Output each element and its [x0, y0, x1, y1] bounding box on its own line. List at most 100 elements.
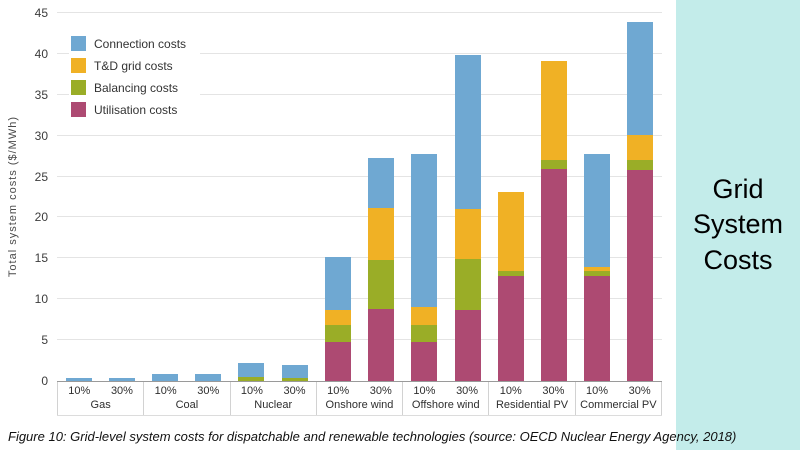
legend-label: T&D grid costs [94, 58, 173, 73]
sidebar-title: Grid System Costs [692, 173, 784, 275]
bar-segment [540, 169, 567, 381]
stacked-bar [368, 157, 395, 381]
y-tick-label: 20 [34, 210, 48, 225]
stacked-bar [584, 153, 611, 381]
bar-segment [497, 192, 524, 271]
legend-item: Balancing costs [71, 80, 186, 95]
legend-item: Utilisation costs [71, 102, 186, 117]
legend-swatch-icon [71, 36, 86, 51]
stacked-bar [108, 377, 135, 381]
penetration-label: 10% [68, 385, 91, 397]
gridline [57, 216, 662, 218]
penetration-label: 30% [110, 385, 133, 397]
y-tick-label: 40 [34, 46, 48, 61]
stacked-bar [324, 256, 351, 381]
y-tick-label: 30 [34, 128, 48, 143]
stacked-bar [152, 373, 179, 381]
x-axis-group: 10% 30% Coal [144, 382, 231, 415]
y-tick-label: 25 [34, 169, 48, 184]
penetration-label: 10% [240, 385, 263, 397]
bar-slot [230, 13, 273, 381]
gridline [57, 257, 662, 259]
y-tick-label: 0 [41, 374, 48, 388]
bar-group [316, 13, 402, 381]
stacked-bar [411, 153, 438, 381]
bar-segment [454, 209, 481, 260]
bar-segment [281, 377, 308, 381]
bar-segment [584, 275, 611, 381]
gridline [57, 12, 662, 13]
gridline [57, 134, 662, 136]
bar-segment [281, 364, 308, 378]
bar-segment [324, 324, 351, 342]
y-tick-label: 10 [34, 292, 48, 307]
y-tick-label: 45 [34, 6, 48, 20]
bar-segment [411, 341, 438, 381]
bar-segment [497, 275, 524, 381]
bar-segment [324, 256, 351, 310]
x-axis-group: 10% 30% Offshore wind [403, 382, 490, 415]
bar-segment [238, 376, 265, 381]
sidebar: Grid System Costs [676, 0, 800, 450]
penetration-label: 30% [628, 385, 651, 397]
pct-label-row: 10% 30% [231, 382, 316, 398]
penetration-label: 10% [327, 385, 350, 397]
figure-caption: Figure 10: Grid-level system costs for d… [8, 429, 737, 444]
bar-group [576, 13, 662, 381]
bar-segment [627, 134, 654, 161]
bar-slot [100, 13, 143, 381]
gridline [57, 175, 662, 177]
legend-swatch-icon [71, 58, 86, 73]
bar-segment [368, 309, 395, 381]
penetration-label: 10% [154, 385, 177, 397]
technology-label: Commercial PV [580, 399, 657, 411]
bar-slot [576, 13, 619, 381]
grid-costs-figure: Total system costs ($/MWh) Connection co… [2, 6, 737, 444]
y-axis-title-wrap: Total system costs ($/MWh) [2, 13, 24, 381]
bar-segment [627, 170, 654, 381]
stacked-bar [281, 364, 308, 381]
x-axis-group: 10% 30% Onshore wind [317, 382, 404, 415]
x-axis-group: 10% 30% Commercial PV [576, 382, 662, 415]
bar-segment [65, 377, 92, 381]
y-tick-label: 35 [34, 87, 48, 102]
bar-segment [540, 160, 567, 170]
bar-group [403, 13, 489, 381]
penetration-label: 30% [542, 385, 565, 397]
bar-group [57, 13, 143, 381]
bar-segment [411, 306, 438, 325]
gridline [57, 339, 662, 341]
bar-segment [324, 341, 351, 381]
penetration-label: 10% [499, 385, 522, 397]
bar-segment [368, 157, 395, 209]
technology-label: Gas [90, 399, 111, 411]
penetration-label: 30% [456, 385, 479, 397]
bar-segment [584, 153, 611, 268]
bar-segment [540, 61, 567, 161]
bar-group [143, 13, 229, 381]
bar-segment [627, 21, 654, 135]
penetration-label: 30% [283, 385, 306, 397]
legend-item: T&D grid costs [71, 58, 186, 73]
penetration-label: 30% [197, 385, 220, 397]
gridline [57, 93, 662, 95]
y-tick-label: 5 [41, 333, 48, 348]
pct-label-row: 10% 30% [403, 382, 488, 398]
legend-item: Connection costs [71, 36, 186, 51]
penetration-label: 10% [413, 385, 436, 397]
bar-segment [195, 373, 222, 381]
technology-label: Coal [175, 399, 199, 411]
legend-label: Utilisation costs [94, 102, 178, 117]
bar-segment [454, 54, 481, 210]
x-axis-group: 10% 30% Gas [57, 382, 145, 415]
stacked-bar [540, 61, 567, 381]
plot-area: Connection costs T&D grid costs Balancing … [35, 6, 662, 388]
bar-segment [368, 259, 395, 309]
bar-segment [454, 259, 481, 310]
bar-segment [411, 153, 438, 307]
bar-segment [627, 160, 654, 170]
bar-segment [584, 267, 611, 272]
bar-group [230, 13, 316, 381]
stacked-bar [454, 54, 481, 381]
